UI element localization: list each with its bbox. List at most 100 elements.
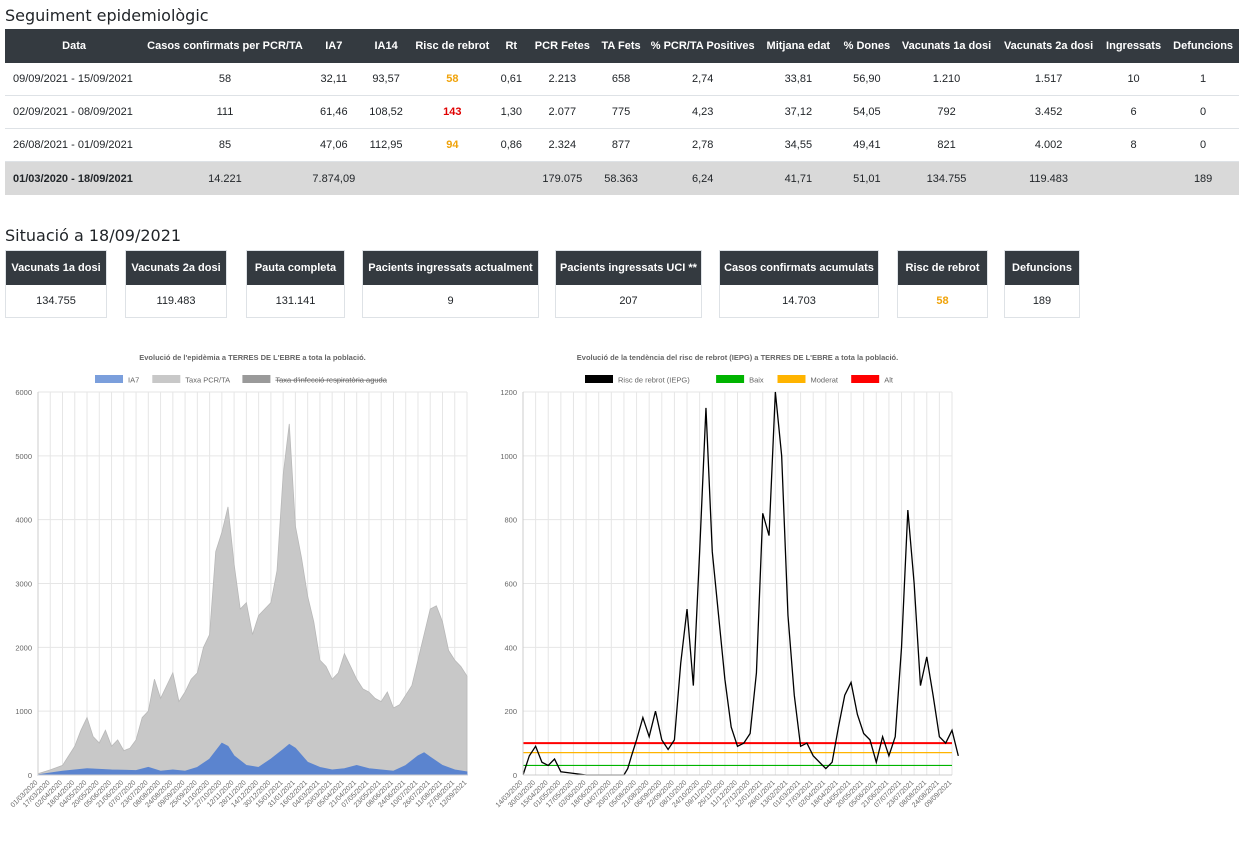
epidemic-evolution-chart: Evolució de l'epidèmia a TERRES DE L'EBR… [10,353,469,809]
y-tick-label: 1000 [500,452,517,461]
table-cell-data: 01/03/2020 - 18/09/2021 [5,161,144,195]
table-cell-vac2: 1.517 [997,63,1100,96]
table-cell-pcr: 2.324 [529,128,596,162]
col-header[interactable]: Vacunats 2a dosi [997,29,1100,63]
y-tick-label: 0 [513,771,517,780]
col-header[interactable]: Ingressats [1099,29,1168,63]
legend-label: Taxa d'infecció respiratòria aguda [275,376,387,385]
table-cell-pos: 4,23 [646,95,759,129]
table-row: 02/09/2021 - 08/09/2021 111 61,46 108,52 143… [5,95,1239,129]
summary-card-value: 58 [936,295,949,307]
legend-swatch [777,375,806,383]
table-cell-dones: 54,05 [837,95,896,129]
table-cell-vac2: 119.483 [997,161,1100,195]
section-title-seguiment: Seguiment epidemiològic [5,6,209,25]
series-area [37,423,468,776]
table-cell-rt: 0,86 [493,128,530,162]
summary-card-value: 189 [1032,295,1052,307]
table-cell-data: 02/09/2021 - 08/09/2021 [5,95,144,129]
legend-item: Risc de rebrot (IEPG) [585,375,690,385]
col-header[interactable]: Mitjana edat [758,29,838,63]
legend-label: Taxa PCR/TA [185,376,230,385]
summary-card-label: Vacunats 2a dosi [126,251,226,285]
table-cell-ia14: 108,52 [360,95,412,129]
legend-swatch [851,375,880,383]
legend-label: Alt [884,376,894,385]
legend-item: IA7 [95,375,139,385]
summary-card-label: Casos confirmats acumulats [720,251,878,285]
summary-card-value: 119.483 [156,295,196,307]
summary-card-value: 207 [619,295,638,307]
table-row: 26/08/2021 - 01/09/2021 85 47,06 112,95 94 0,… [5,128,1239,162]
table-cell-edat: 33,81 [758,63,838,96]
col-header[interactable]: Defuncions [1167,29,1239,63]
series-area [37,742,468,776]
table-cell-casos: 58 [143,63,307,96]
epidemiology-table: Data Casos confirmats per PCR/TA IA7 IA1… [5,29,1239,195]
summary-card-label: Pauta completa [247,251,344,285]
table-cell-rt: 1,30 [493,95,530,129]
table-cell-pos: 2,74 [646,63,759,96]
table-cell-ia14 [360,161,412,195]
legend-swatch [585,375,613,383]
y-tick-label: 1000 [15,707,32,716]
col-header[interactable]: Vacunats 1a dosi [895,29,998,63]
y-tick-label: 400 [504,643,517,652]
col-header[interactable]: IA7 [306,29,361,63]
col-header[interactable]: Rt [493,29,530,63]
table-cell-data: 09/09/2021 - 15/09/2021 [5,63,144,96]
table-cell-risc: 143 [411,95,494,129]
table-cell-ta: 775 [595,95,647,129]
table-cell-casos: 111 [143,95,307,129]
y-tick-label: 5000 [15,452,32,461]
y-tick-label: 1200 [500,388,517,397]
table-cell-edat: 41,71 [758,161,838,195]
summary-card: Defuncions 189 [1004,250,1080,318]
table-cell-ingressats: 6 [1099,95,1168,129]
table-cell-vac2: 4.002 [997,128,1100,162]
table-cell-rt [493,161,530,195]
table-cell-pcr: 2.077 [529,95,596,129]
table-cell-ta: 58.363 [595,161,647,195]
table-cell-pos: 2,78 [646,128,759,162]
table-cell-vac1: 821 [895,128,998,162]
col-header[interactable]: % PCR/TA Positives [646,29,759,63]
legend-label: Risc de rebrot (IEPG) [618,376,690,385]
rebrot-risk-chart: Evolució de la tendència del risc de reb… [495,353,959,809]
chart-title: Evolució de la tendència del risc de reb… [577,353,898,362]
legend-label: Baix [749,376,764,385]
col-header[interactable]: IA14 [360,29,412,63]
table-cell-ta: 658 [595,63,647,96]
legend-item: Moderat [777,375,839,385]
table-cell-defuncions: 0 [1167,128,1239,162]
table-cell-ia7: 61,46 [306,95,361,129]
legend-swatch [716,375,745,383]
summary-card-label: Defuncions [1005,251,1079,285]
table-cell-pcr: 2.213 [529,63,596,96]
legend-item: Taxa PCR/TA [152,375,230,385]
col-header[interactable]: TA Fets [595,29,647,63]
y-tick-label: 600 [504,580,517,589]
table-header-row: Data Casos confirmats per PCR/TA IA7 IA1… [5,29,1239,63]
table-cell-dones: 56,90 [837,63,896,96]
col-header[interactable]: % Dones [837,29,896,63]
col-header[interactable]: Data [5,29,144,63]
y-tick-label: 200 [504,707,517,716]
summary-card: Pauta completa 131.141 [246,250,345,318]
table-row: 09/09/2021 - 15/09/2021 58 32,11 93,57 58 0,6… [5,63,1239,96]
col-header[interactable]: Casos confirmats per PCR/TA [143,29,307,63]
table-cell-ia7: 47,06 [306,128,361,162]
table-cell-data: 26/08/2021 - 01/09/2021 [5,128,144,162]
y-tick-label: 3000 [15,580,32,589]
chart-title: Evolució de l'epidèmia a TERRES DE L'EBR… [139,353,366,362]
table-cell-pos: 6,24 [646,161,759,195]
table-cell-ingressats: 8 [1099,128,1168,162]
table-cell-ia7: 7.874,09 [306,161,361,195]
y-tick-label: 2000 [15,643,32,652]
y-tick-label: 0 [28,771,32,780]
col-header[interactable]: Risc de rebrot [411,29,494,63]
summary-card: Vacunats 1a dosi 134.755 [5,250,107,318]
col-header[interactable]: PCR Fetes [529,29,596,63]
table-cell-ta: 877 [595,128,647,162]
table-cell-casos: 14.221 [143,161,307,195]
